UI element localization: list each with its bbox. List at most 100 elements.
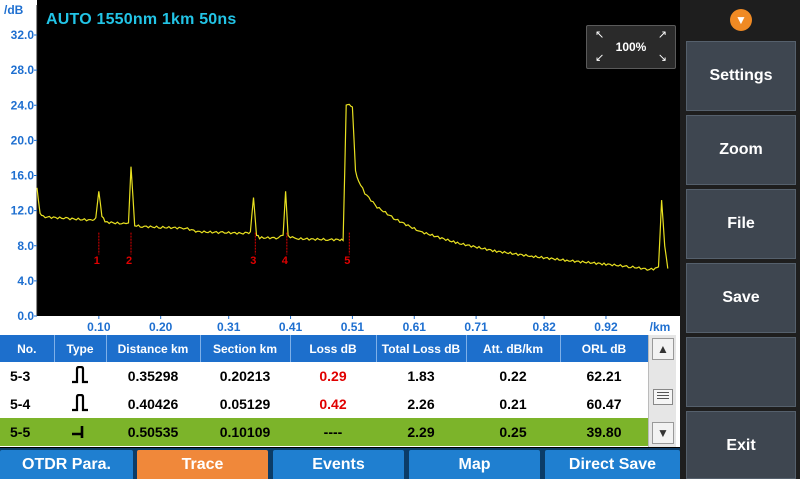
scroll-down-button[interactable]: ▼	[652, 422, 674, 444]
table-scrollbar[interactable]: ▲ ▼	[648, 335, 676, 447]
reflective-event-icon	[72, 393, 88, 411]
trace-title: AUTO 1550nm 1km 50ns	[46, 11, 237, 28]
trace-svg[interactable]: 0.0 4.0 8.0 12.0 16.0 20.0 24.0 28.0 32.0/dB 0.10…	[0, 0, 680, 335]
tab-direct-save[interactable]: Direct Save	[545, 450, 680, 479]
cell-distance: 0.40426	[127, 396, 179, 412]
bottom-tab-bar: OTDR Para. Trace Events Map Direct Save	[0, 448, 680, 479]
arrow-downleft-icon: ↙	[595, 52, 605, 64]
trace-line-0	[36, 103, 669, 271]
save-label: Save	[722, 289, 760, 306]
col-header-distance: Distance km	[106, 335, 201, 362]
cell-no: 5-4	[10, 396, 31, 412]
cell-total-loss: 2.29	[376, 418, 466, 446]
col-header-type: Type	[54, 335, 107, 362]
cell-orl: 39.80	[560, 418, 648, 446]
events-table: No. Type Distance km Section km Loss dB …	[0, 335, 649, 446]
y-tick-label: 16.0	[11, 169, 35, 183]
tab-events[interactable]: Events	[273, 450, 404, 479]
empty-menu-button[interactable]	[686, 337, 796, 407]
y-tick-label: 4.0	[17, 274, 34, 288]
x-tick-label: 0.20	[149, 320, 173, 334]
cell-loss: ----	[290, 418, 376, 446]
cell-att: 0.21	[499, 396, 527, 412]
scroll-up-button[interactable]: ▲	[652, 338, 674, 360]
col-header-att: Att. dB/km	[466, 335, 561, 362]
cell-type	[54, 418, 106, 446]
cell-att: 0.25	[466, 418, 560, 446]
arrow-upright-icon: ↗	[657, 29, 667, 41]
x-axis-unit: /km	[650, 320, 671, 334]
x-tick-label: 0.92	[594, 320, 618, 334]
zoom-button[interactable]: Zoom	[686, 115, 796, 185]
table-row[interactable]: 5-4 0.40426 0.05129 0.42 2.26 0.21 60.47	[0, 390, 648, 418]
right-menu: ▼ Settings Zoom File Save Exit	[680, 0, 800, 479]
reflective-event-icon	[72, 365, 88, 383]
cell-no: 5-3	[10, 368, 31, 384]
cell-section: 0.20213	[219, 368, 271, 384]
cell-loss: 0.42	[319, 396, 347, 412]
y-axis-band	[0, 0, 37, 335]
x-tick-label: 0.82	[532, 320, 556, 334]
event-marker-label: 4	[282, 255, 289, 267]
y-tick-label: 12.0	[11, 204, 35, 218]
table-row-selected[interactable]: 5-5 0.50535 0.10109 ---- 2.29 0.25 39.80	[0, 418, 648, 446]
settings-button[interactable]: Settings	[686, 41, 796, 111]
x-tick-label: 0.61	[403, 320, 427, 334]
tab-trace[interactable]: Trace	[137, 450, 268, 479]
cell-orl: 60.47	[586, 396, 622, 412]
cell-section: 0.05129	[219, 396, 271, 412]
cell-type	[54, 390, 106, 418]
exit-button[interactable]: Exit	[686, 411, 796, 479]
event-marker-label: 3	[250, 255, 256, 267]
exit-label: Exit	[726, 437, 756, 454]
event-marker-label: 2	[126, 255, 132, 267]
cell-no: 5-5	[0, 418, 54, 446]
y-axis-unit: /dB	[4, 3, 24, 17]
x-tick-label: 0.71	[464, 320, 488, 334]
col-header-loss: Loss dB	[290, 335, 377, 362]
cell-loss: 0.29	[319, 368, 347, 384]
zoom-label: Zoom	[719, 141, 763, 158]
file-label: File	[727, 215, 755, 232]
col-header-total-loss: Total Loss dB	[376, 335, 467, 362]
cell-total-loss: 2.26	[407, 396, 435, 412]
col-header-section: Section km	[200, 335, 291, 362]
logo-area: ▼	[680, 0, 800, 40]
settings-label: Settings	[709, 67, 773, 84]
tab-otdr-para[interactable]: OTDR Para.	[0, 450, 133, 479]
cell-total-loss: 1.83	[407, 368, 435, 384]
scroll-thumb[interactable]	[653, 389, 673, 405]
y-tick-label: 8.0	[17, 239, 34, 253]
brand-logo-icon: ▼	[730, 9, 752, 31]
y-tick-label: 32.0	[11, 28, 35, 42]
col-header-no: No.	[0, 335, 55, 362]
otdr-trace-chart[interactable]: 0.0 4.0 8.0 12.0 16.0 20.0 24.0 28.0 32.0/dB 0.10…	[0, 0, 680, 335]
y-tick-label: 28.0	[11, 63, 35, 77]
y-tick-label: 24.0	[11, 98, 35, 112]
file-button[interactable]: File	[686, 189, 796, 259]
cell-distance: 0.35298	[127, 368, 179, 384]
cell-orl: 62.21	[586, 368, 622, 384]
x-tick-label: 0.41	[279, 320, 303, 334]
zoom-indicator[interactable]: ↖ ↗ ↙ ↘ 100%	[586, 25, 676, 69]
tab-map[interactable]: Map	[409, 450, 540, 479]
event-table: No. Type Distance km Section km Loss dB …	[0, 335, 680, 447]
x-tick-label: 0.10	[87, 320, 111, 334]
y-tick-label: 0.0	[17, 309, 34, 323]
cell-type	[54, 362, 106, 390]
cell-section: 0.10109	[200, 418, 290, 446]
zoom-percent: 100%	[615, 40, 647, 54]
table-header-row: No. Type Distance km Section km Loss dB …	[0, 335, 649, 362]
event-marker-label: 5	[344, 255, 350, 267]
x-tick-label: 0.51	[341, 320, 365, 334]
cell-distance: 0.50535	[106, 418, 200, 446]
event-marker-label: 1	[94, 255, 100, 267]
col-header-orl: ORL dB	[560, 335, 649, 362]
x-axis-band	[0, 316, 680, 335]
arrow-downright-icon: ↘	[657, 52, 667, 64]
table-row[interactable]: 5-3 0.35298 0.20213 0.29 1.83 0.22 62.21	[0, 362, 648, 390]
cell-att: 0.22	[499, 368, 527, 384]
save-button[interactable]: Save	[686, 263, 796, 333]
arrow-upleft-icon: ↖	[595, 29, 605, 41]
x-tick-label: 0.31	[217, 320, 241, 334]
